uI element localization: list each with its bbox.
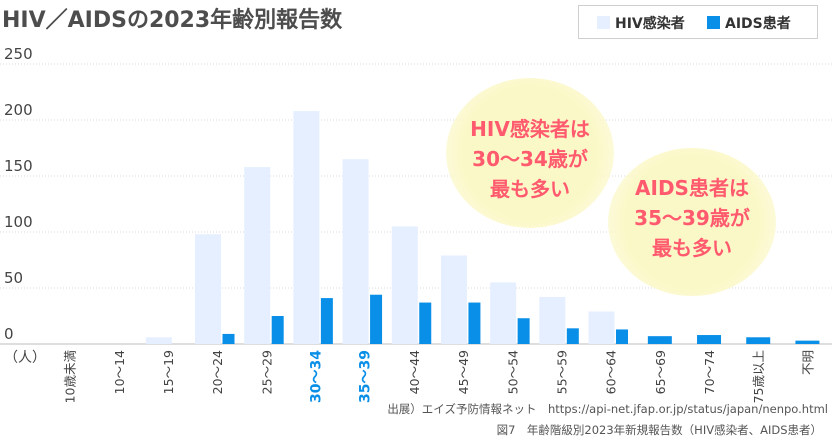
y-tick-label: 150	[4, 157, 33, 175]
bar-hiv	[145, 337, 172, 344]
callout-text-hiv: HIV感染者は 30～34歳が 最も多い	[446, 114, 614, 204]
bar-aids	[647, 336, 672, 344]
bar-aids	[746, 337, 771, 344]
bar-aids	[697, 335, 722, 344]
bar-hiv	[490, 282, 517, 344]
source-note: 出展）エイズ予防情報ネット https://api-net.jfap.or.jp…	[387, 402, 828, 416]
callout-aids-line1: AIDS患者は	[635, 176, 749, 200]
bar-hiv	[440, 255, 467, 344]
y-tick-label: 200	[4, 101, 33, 119]
x-tick-label: 70～74	[702, 350, 717, 394]
x-tick-label: 10歳未満	[63, 350, 78, 403]
callout-hiv-line3: 最も多い	[490, 177, 570, 201]
y-tick-label: 250	[4, 45, 33, 63]
chart-legend: HIV感染者 AIDS患者	[578, 5, 818, 39]
bar-hiv	[588, 311, 615, 344]
legend-swatch-hiv	[597, 16, 610, 29]
x-tick-label: 25～29	[259, 350, 274, 394]
legend-swatch-aids	[707, 16, 720, 29]
x-tick-label: 55～59	[554, 350, 569, 394]
bar-aids	[222, 333, 235, 344]
bar-aids	[468, 302, 481, 344]
bar-hiv	[244, 167, 271, 344]
x-tick-label: 50～54	[505, 350, 520, 394]
x-tick-label: 35～39	[358, 350, 374, 403]
x-tick-label: 40～44	[407, 350, 422, 394]
legend-label-aids: AIDS患者	[725, 16, 791, 32]
x-tick-label: 30～34	[309, 350, 325, 403]
y-axis-label: （人）	[4, 350, 46, 366]
bar-aids	[517, 318, 530, 344]
callout-bubble-aids	[608, 148, 776, 296]
callout-aids-line2: 35～39歳が	[634, 206, 750, 230]
bar-hiv	[342, 159, 369, 344]
bar-hiv	[539, 296, 566, 344]
callout-text-aids: AIDS患者は 35～39歳が 最も多い	[608, 173, 776, 263]
x-tick-label: 45～49	[456, 350, 471, 394]
bar-aids	[795, 340, 820, 344]
bar-aids	[320, 298, 333, 344]
bar-hiv	[293, 111, 320, 344]
bar-aids	[615, 329, 628, 344]
x-tick-label: 20～24	[210, 350, 225, 394]
legend-label-hiv: HIV感染者	[615, 16, 685, 32]
bar-aids	[271, 316, 284, 344]
figure-caption: 図7 年齢階級別2023年新規報告数（HIV感染者、AIDS患者）	[496, 423, 822, 437]
x-tick-label: 65～69	[653, 350, 668, 394]
chart-title: HIV／AIDSの2023年齢別報告数	[2, 8, 343, 33]
x-tick-label: 75歳以上	[751, 350, 766, 403]
x-tick-label: 60～64	[604, 350, 619, 394]
bar-hiv	[391, 226, 418, 344]
callout-bubble-hiv	[446, 78, 614, 228]
callout-hiv-line1: HIV感染者は	[470, 117, 590, 141]
y-tick-label: 50	[4, 269, 23, 287]
bar-aids	[419, 302, 432, 344]
bar-hiv	[195, 234, 222, 344]
callout-aids-line3: 最も多い	[652, 236, 732, 260]
y-tick-label: 100	[4, 213, 33, 231]
bar-aids	[566, 328, 579, 344]
x-tick-label: 15～19	[161, 350, 176, 394]
callout-hiv-line2: 30～34歳が	[472, 147, 588, 171]
y-tick-label: 0	[4, 325, 14, 343]
bar-aids	[370, 294, 383, 344]
x-tick-label: 10～14	[112, 350, 127, 394]
x-tick-label: 不明	[800, 350, 815, 375]
